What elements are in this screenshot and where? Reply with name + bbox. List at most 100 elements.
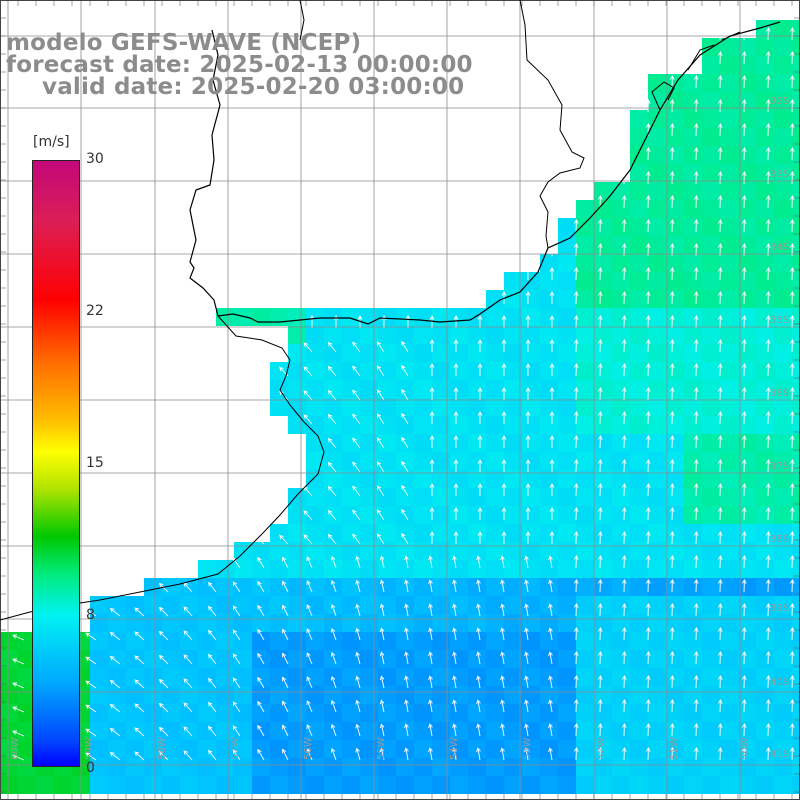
wind-arrow xyxy=(453,531,459,544)
wind-arrow xyxy=(232,677,241,689)
wind-arrow xyxy=(428,723,433,737)
field-cell xyxy=(378,560,396,578)
field-cell xyxy=(288,380,306,398)
field-cell xyxy=(162,740,180,758)
field-cell xyxy=(666,542,684,560)
wind-arrow xyxy=(549,387,555,400)
field-cell xyxy=(774,20,792,38)
field-cell xyxy=(774,308,792,326)
wind-arrow xyxy=(355,627,361,641)
field-cell xyxy=(378,362,396,380)
longitude-label: 60W xyxy=(10,737,21,760)
wind-arrow xyxy=(525,387,531,400)
field-cell xyxy=(648,578,666,596)
wind-arrow xyxy=(742,387,747,401)
wind-arrow xyxy=(742,675,747,689)
field-cell xyxy=(594,272,612,290)
field-cell xyxy=(108,596,126,614)
wind-arrow xyxy=(670,267,675,281)
field-cell xyxy=(720,182,738,200)
north-lakes xyxy=(299,0,741,111)
field-cell xyxy=(396,758,414,776)
field-cell xyxy=(468,722,486,740)
field-cell xyxy=(792,74,800,92)
field-cell xyxy=(738,506,756,524)
wind-arrow xyxy=(790,699,795,713)
field-cell xyxy=(180,704,198,722)
wind-arrow xyxy=(352,365,361,377)
wind-arrow xyxy=(694,363,699,377)
wind-arrow xyxy=(401,460,409,473)
wind-arrow xyxy=(476,651,481,665)
field-cell xyxy=(144,740,162,758)
wind-arrow xyxy=(134,655,145,665)
wind-arrow xyxy=(500,603,505,617)
wind-arrow xyxy=(574,291,579,305)
field-cell xyxy=(666,128,684,146)
field-cell xyxy=(486,560,504,578)
wind-arrow xyxy=(453,459,459,472)
wind-arrow xyxy=(694,267,699,281)
field-cell xyxy=(396,686,414,704)
wind-arrow xyxy=(524,675,529,689)
field-cell xyxy=(288,686,306,704)
field-cell xyxy=(666,452,684,470)
field-cell xyxy=(594,506,612,524)
field-cell xyxy=(288,344,306,362)
field-cell xyxy=(342,560,360,578)
wind-arrow xyxy=(453,339,459,352)
field-cell xyxy=(738,704,756,722)
field-cell xyxy=(396,344,414,362)
field-cell xyxy=(162,578,180,596)
field-cell xyxy=(486,434,504,452)
wind-arrow xyxy=(790,75,795,89)
wind-arrow xyxy=(453,387,459,400)
wind-arrow xyxy=(429,531,435,544)
coastline xyxy=(189,21,781,325)
wind-arrow xyxy=(718,435,723,449)
field-cell xyxy=(756,452,774,470)
field-cell xyxy=(180,668,198,686)
field-cell xyxy=(108,686,126,704)
field-cell xyxy=(270,560,288,578)
field-cell xyxy=(756,614,774,632)
longitude-label: 55W xyxy=(376,737,387,760)
field-cell xyxy=(756,632,774,650)
field-cell xyxy=(414,632,432,650)
field-cell xyxy=(216,758,234,776)
field-cell xyxy=(774,164,792,182)
field-cell xyxy=(486,578,504,596)
field-cell xyxy=(576,596,594,614)
wind-arrow xyxy=(428,699,433,713)
field-cell xyxy=(576,542,594,560)
field-cell xyxy=(198,632,216,650)
field-cell xyxy=(450,758,468,776)
wind-arrow xyxy=(766,387,771,401)
field-cell xyxy=(216,776,234,794)
wind-arrow xyxy=(548,579,553,593)
field-cell xyxy=(720,758,738,776)
field-cell xyxy=(306,326,324,344)
wind-arrow xyxy=(134,583,145,593)
field-cell xyxy=(774,56,792,74)
wind-arrow xyxy=(232,629,241,641)
wind-arrow xyxy=(622,219,627,233)
field-cell xyxy=(414,416,432,434)
field-cell xyxy=(180,596,198,614)
field-cell xyxy=(702,38,720,56)
wind-arrow xyxy=(330,603,337,617)
wind-arrow xyxy=(330,555,337,569)
field-cell xyxy=(702,416,720,434)
field-cell xyxy=(522,668,540,686)
field-cell xyxy=(792,452,800,470)
field-cell xyxy=(432,722,450,740)
field-cell xyxy=(486,344,504,362)
field-cell xyxy=(684,362,702,380)
field-cell xyxy=(576,578,594,596)
wind-arrow xyxy=(453,435,459,448)
field-cell xyxy=(450,398,468,416)
field-cell xyxy=(720,596,738,614)
field-cell xyxy=(738,740,756,758)
field-cell xyxy=(630,110,648,128)
field-cell xyxy=(702,542,720,560)
